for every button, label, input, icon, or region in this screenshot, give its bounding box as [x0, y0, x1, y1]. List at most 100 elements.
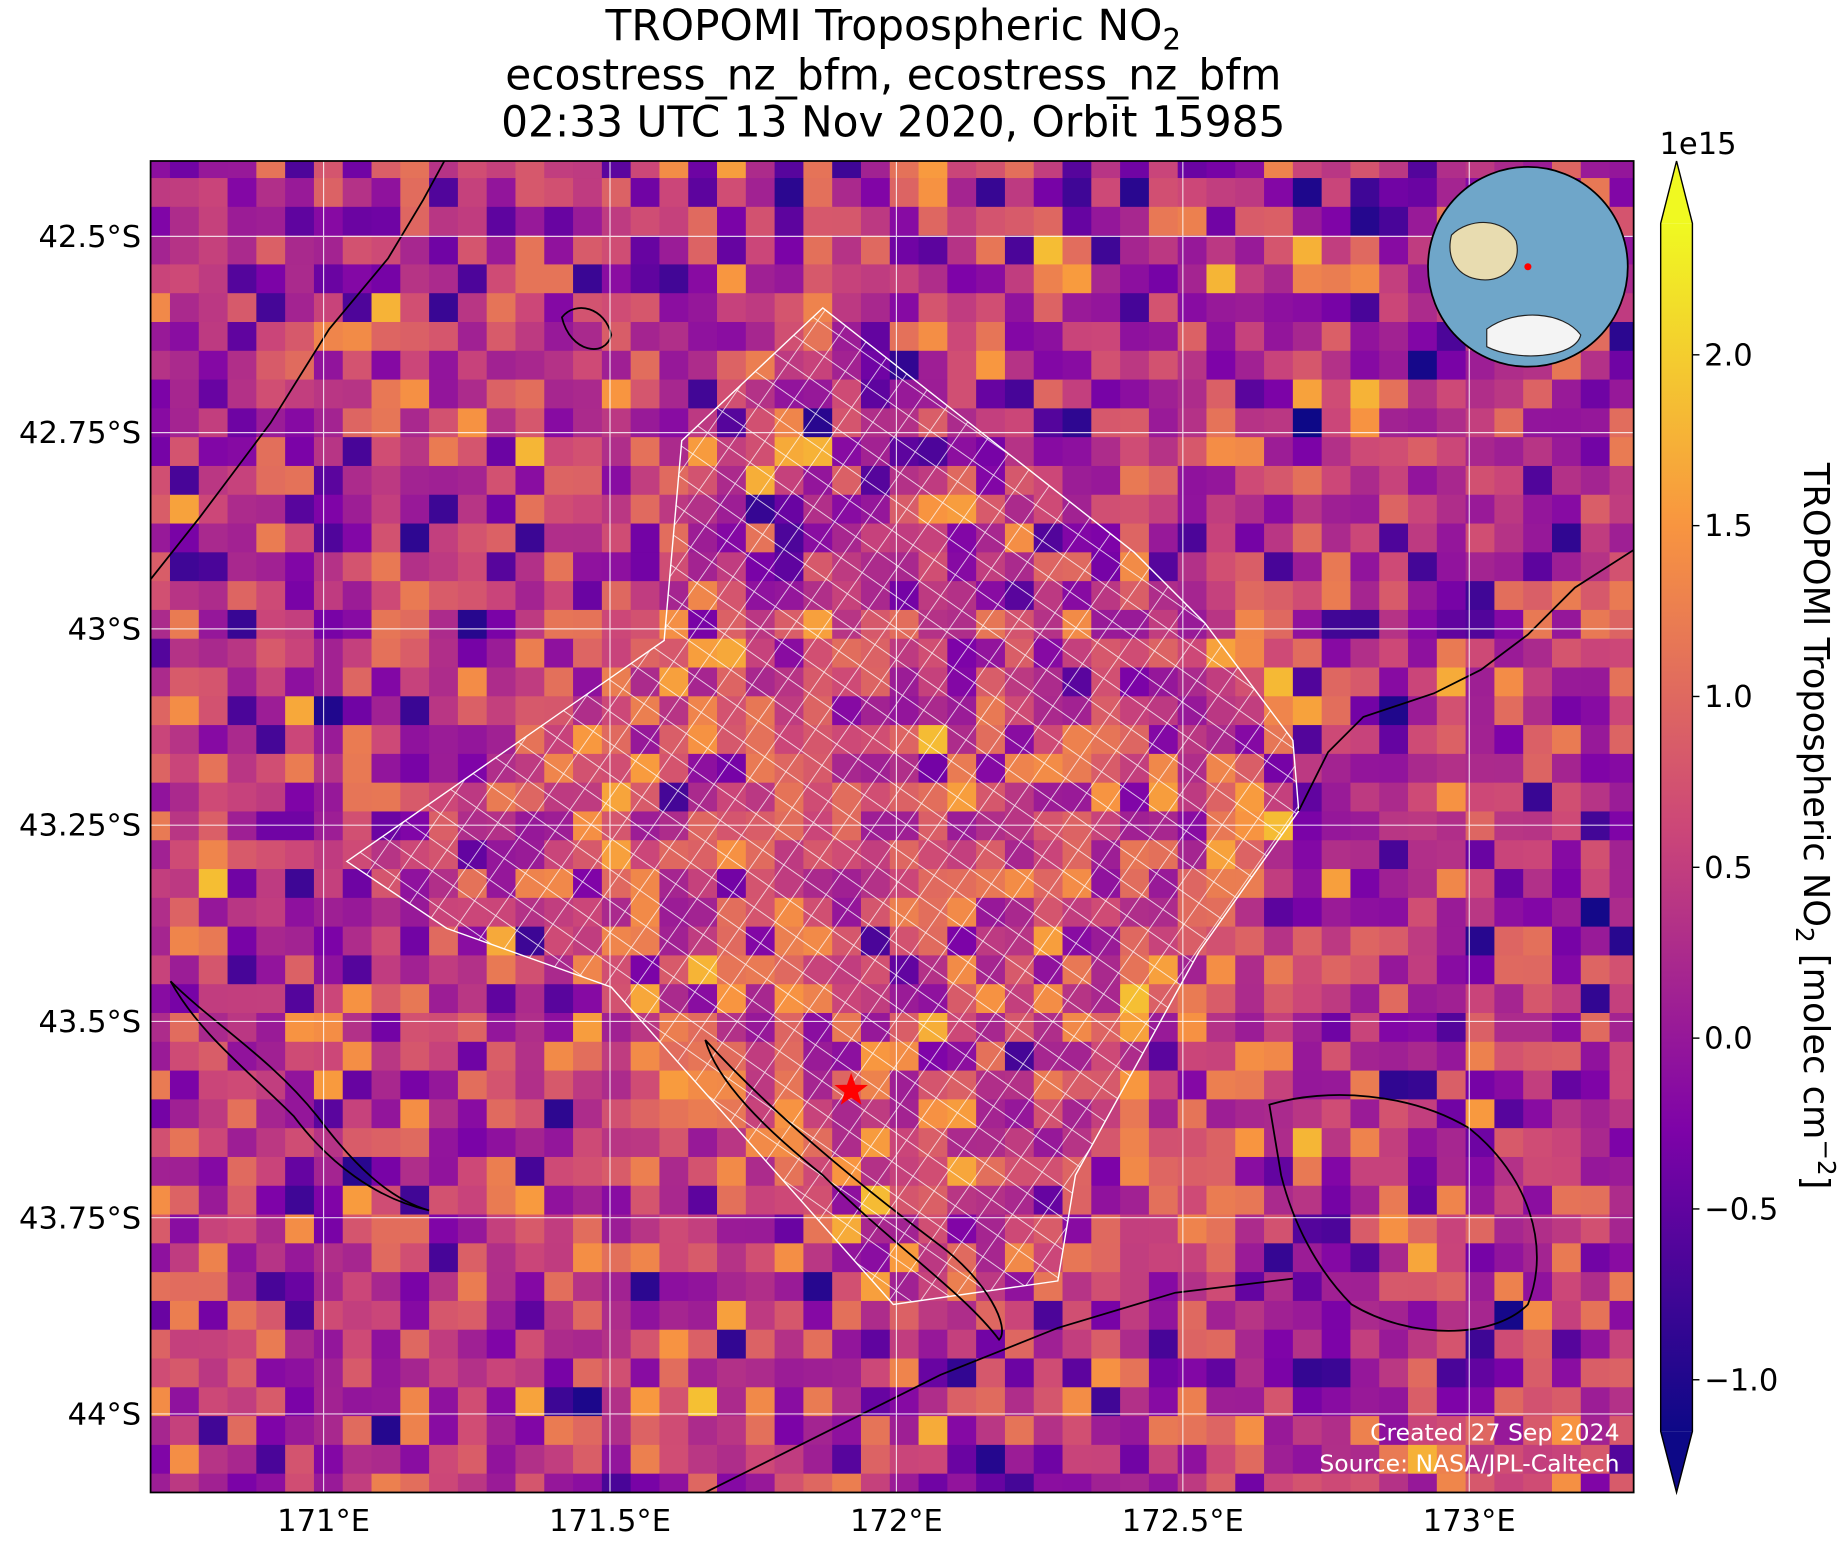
- heatmap-cell: [1609, 581, 1634, 611]
- heatmap-cell: [1206, 408, 1236, 438]
- heatmap-cell: [198, 408, 229, 438]
- heatmap-cell: [169, 1329, 200, 1360]
- heatmap-cell: [774, 178, 804, 208]
- heatmap-cell: [1264, 1012, 1294, 1043]
- heatmap-cell: [688, 1156, 718, 1187]
- heatmap-cell: [1494, 379, 1524, 409]
- heatmap-cell: [198, 523, 229, 553]
- heatmap-cell: [285, 609, 315, 640]
- heatmap-cell: [573, 379, 603, 409]
- heatmap-cell: [515, 667, 545, 697]
- heatmap-cell: [1292, 696, 1323, 726]
- heatmap-cell: [1321, 206, 1352, 237]
- heatmap-cell: [198, 1358, 229, 1388]
- heatmap-cell: [1551, 1156, 1582, 1187]
- heatmap-cell: [1062, 408, 1092, 438]
- heatmap-cell: [1465, 725, 1495, 755]
- heatmap-cell: [1551, 1041, 1582, 1072]
- heatmap-cell: [1321, 609, 1352, 640]
- heatmap-cell: [573, 1300, 603, 1331]
- heatmap-cell: [227, 696, 257, 726]
- heatmap-cell: [169, 955, 200, 985]
- heatmap-cell: [1120, 1272, 1150, 1302]
- heatmap-cell: [659, 1214, 689, 1244]
- colorbar-tick-label: 1.0: [1704, 680, 1753, 715]
- heatmap-cell: [1609, 494, 1634, 525]
- heatmap-cell: [1292, 1329, 1323, 1360]
- heatmap-cell: [1408, 408, 1438, 438]
- heatmap-cell: [717, 1214, 747, 1244]
- heatmap-cell: [630, 1185, 661, 1216]
- heatmap-cell: [371, 293, 401, 323]
- heatmap-cell: [1292, 1272, 1323, 1302]
- heatmap-cell: [717, 1473, 747, 1493]
- heatmap-cell: [630, 1041, 661, 1072]
- heatmap-cell: [1235, 552, 1265, 582]
- heatmap-cell: [457, 494, 488, 525]
- heatmap-cell: [1350, 1444, 1380, 1475]
- heatmap-cell: [630, 1300, 661, 1331]
- heatmap-cell: [1120, 1099, 1150, 1129]
- heatmap-cell: [150, 523, 171, 553]
- heatmap-cell: [371, 264, 401, 294]
- heatmap-cell: [1523, 638, 1553, 669]
- heatmap-cell: [198, 206, 229, 237]
- heatmap-cell: [601, 437, 632, 467]
- heatmap-cell: [1609, 955, 1634, 985]
- heatmap-cell: [198, 379, 229, 409]
- heatmap-cell: [342, 552, 373, 582]
- heatmap-cell: [1551, 955, 1582, 985]
- heatmap-cell: [313, 638, 344, 669]
- heatmap-cell: [1292, 523, 1323, 553]
- heatmap-cell: [371, 984, 401, 1014]
- heatmap-cell: [1379, 782, 1409, 813]
- heatmap-cell: [486, 1473, 517, 1493]
- heatmap-cell: [457, 160, 488, 179]
- heatmap-cell: [1465, 782, 1495, 813]
- heatmap-cell: [1321, 1358, 1352, 1388]
- heatmap-cell: [745, 206, 776, 237]
- heatmap-cell: [630, 1128, 661, 1158]
- heatmap-cell: [1177, 1156, 1208, 1187]
- heatmap-cell: [371, 1214, 401, 1244]
- heatmap-cell: [1321, 725, 1352, 755]
- heatmap-cell: [1580, 1243, 1611, 1273]
- heatmap-cell: [1321, 581, 1352, 611]
- heatmap-cell: [198, 984, 229, 1014]
- heatmap-cell: [544, 1300, 574, 1331]
- heatmap-cell: [918, 1300, 948, 1331]
- heatmap-cell: [198, 178, 229, 208]
- heatmap-cell: [1004, 1444, 1035, 1475]
- heatmap-cell: [1350, 609, 1380, 640]
- heatmap-cell: [486, 523, 517, 553]
- heatmap-cell: [1321, 984, 1352, 1014]
- heatmap-cell: [169, 638, 200, 669]
- heatmap-cell: [1292, 609, 1323, 640]
- heatmap-cell: [1321, 437, 1352, 467]
- heatmap-cell: [457, 293, 488, 323]
- heatmap-cell: [457, 696, 488, 726]
- heatmap-cell: [486, 1070, 517, 1100]
- heatmap-cell: [1350, 178, 1380, 208]
- heatmap-cell: [256, 178, 286, 208]
- heatmap-cell: [1551, 1387, 1582, 1417]
- heatmap-cell: [429, 667, 459, 697]
- heatmap-cell: [1235, 897, 1265, 928]
- heatmap-cell: [457, 523, 488, 553]
- heatmap-cell: [256, 523, 286, 553]
- heatmap-cell: [1206, 1473, 1236, 1493]
- heatmap-cell: [544, 1416, 574, 1446]
- heatmap-cell: [227, 1012, 257, 1043]
- heatmap-cell: [169, 581, 200, 611]
- heatmap-cell: [169, 926, 200, 957]
- heatmap-cell: [1494, 408, 1524, 438]
- heatmap-cell: [285, 1243, 315, 1273]
- heatmap-cell: [1148, 178, 1179, 208]
- heatmap-cell: [1292, 494, 1323, 525]
- heatmap-cell: [150, 293, 171, 323]
- heatmap-cell: [630, 379, 661, 409]
- heatmap-cell: [486, 552, 517, 582]
- heatmap-cell: [342, 1300, 373, 1331]
- colorbar: −1.0−0.50.00.51.01.52.0: [1659, 160, 1778, 1496]
- heatmap-cell: [1292, 264, 1323, 294]
